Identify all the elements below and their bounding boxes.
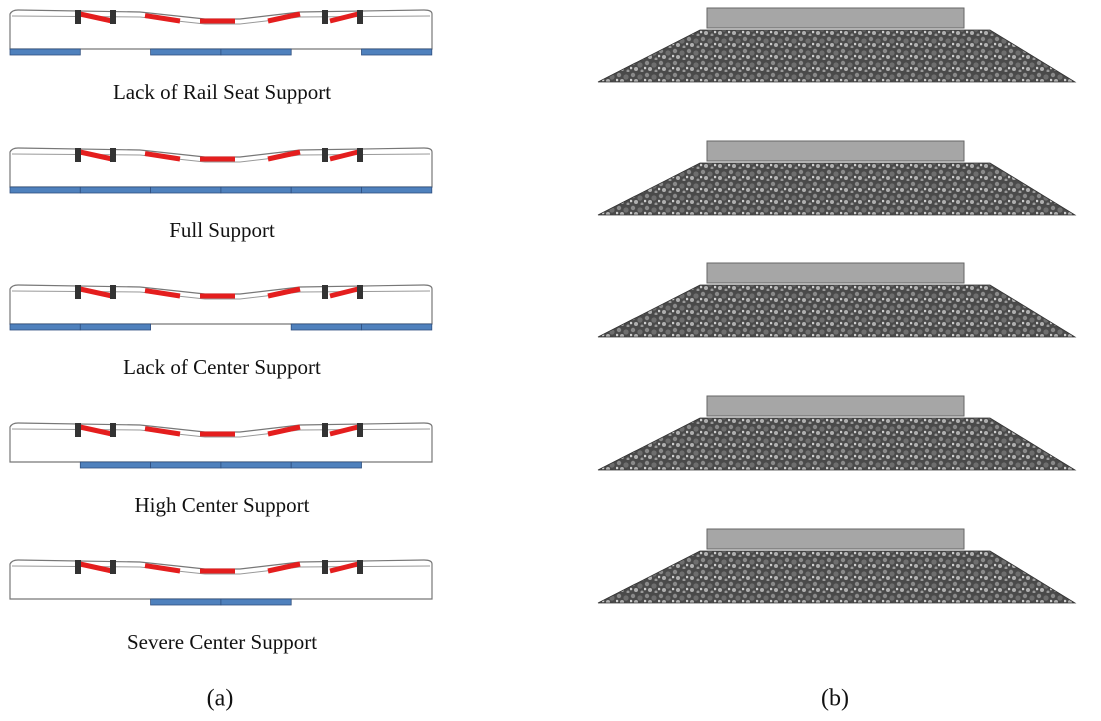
sleeper-diagram: [10, 423, 432, 468]
sleeper-block: [707, 141, 964, 161]
support-pad: [362, 324, 432, 330]
fastener: [110, 423, 116, 437]
support-pad: [151, 599, 221, 605]
support-pad: [10, 187, 80, 193]
sleeper-outline: [10, 285, 432, 324]
support-pad: [221, 187, 291, 193]
support-pad: [10, 324, 80, 330]
panel-a: Lack of Rail Seat Support Full Support Lac…: [10, 10, 432, 654]
support-pad: [221, 49, 291, 55]
fastener: [357, 423, 363, 437]
support-pad: [221, 599, 291, 605]
sleeper-outline: [10, 560, 432, 599]
panel-b: [598, 8, 1075, 603]
support-pad: [362, 187, 432, 193]
ballast-model: [598, 8, 1075, 82]
sleeper-diagram: [10, 285, 432, 330]
sleeper-outline: [10, 10, 432, 49]
ballast: [598, 30, 1075, 82]
fastener: [75, 10, 81, 24]
support-pad: [151, 49, 221, 55]
fastener: [357, 10, 363, 24]
support-pad: [291, 324, 361, 330]
fastener: [110, 560, 116, 574]
fastener: [75, 285, 81, 299]
fastener: [110, 10, 116, 24]
sleeper-block: [707, 396, 964, 416]
ballast: [598, 285, 1075, 337]
fastener: [75, 560, 81, 574]
ballast: [598, 163, 1075, 215]
caption: Lack of Center Support: [123, 355, 321, 379]
fastener: [110, 148, 116, 162]
sleeper-diagram: [10, 10, 432, 55]
caption: Full Support: [169, 218, 275, 242]
sleeper-diagram: [10, 560, 432, 605]
caption: High Center Support: [135, 493, 310, 517]
caption: Severe Center Support: [127, 630, 317, 654]
support-pad: [221, 462, 291, 468]
support-pad: [362, 49, 432, 55]
ballast: [598, 418, 1075, 470]
ballast-model: [598, 263, 1075, 337]
fastener: [75, 423, 81, 437]
fastener: [357, 148, 363, 162]
sleeper-block: [707, 529, 964, 549]
fastener: [322, 10, 328, 24]
fastener: [322, 148, 328, 162]
ballast-model: [598, 141, 1075, 215]
support-pad: [80, 324, 150, 330]
support-pad: [291, 187, 361, 193]
fastener: [322, 560, 328, 574]
support-pad: [80, 462, 150, 468]
panel-label: (b): [821, 686, 849, 712]
fastener: [357, 285, 363, 299]
support-pad: [151, 462, 221, 468]
fastener: [110, 285, 116, 299]
sleeper-diagram: [10, 148, 432, 193]
sleeper-outline: [10, 148, 432, 187]
ballast-model: [598, 396, 1075, 470]
fastener: [75, 148, 81, 162]
sleeper-outline: [10, 423, 432, 462]
caption: Lack of Rail Seat Support: [113, 80, 331, 104]
support-pad: [151, 187, 221, 193]
sleeper-block: [707, 263, 964, 283]
fastener: [357, 560, 363, 574]
ballast-model: [598, 529, 1075, 603]
panel-label: (a): [207, 686, 234, 712]
figure: Lack of Rail Seat Support Full Support Lac…: [0, 0, 1101, 721]
support-pad: [80, 187, 150, 193]
fastener: [322, 423, 328, 437]
support-pad: [10, 49, 80, 55]
ballast: [598, 551, 1075, 603]
support-pad: [291, 462, 361, 468]
fastener: [322, 285, 328, 299]
sleeper-block: [707, 8, 964, 28]
